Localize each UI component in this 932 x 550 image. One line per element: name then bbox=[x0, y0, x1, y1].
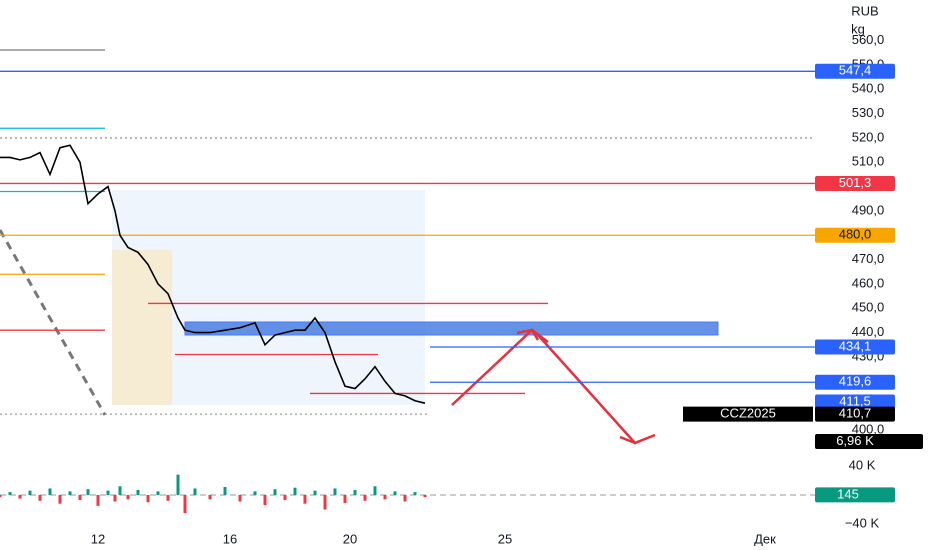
x-tick-label: 25 bbox=[498, 531, 512, 546]
y-tick-label: 460,0 bbox=[852, 275, 885, 290]
delta-bar bbox=[113, 495, 117, 502]
delta-bar bbox=[8, 492, 12, 495]
delta-bar bbox=[208, 495, 212, 500]
y-tick-label: 530,0 bbox=[852, 105, 885, 120]
arrow-head bbox=[619, 435, 636, 445]
symbol-label: CCZ2025 bbox=[720, 406, 776, 421]
price-badge bbox=[815, 339, 895, 355]
y2-tick-label: 40 K bbox=[849, 457, 876, 472]
x-tick-label: 12 bbox=[91, 531, 105, 546]
price-badge bbox=[815, 63, 895, 79]
y-tick-label: 450,0 bbox=[852, 300, 885, 315]
arrow-down bbox=[537, 334, 656, 445]
volume-profile bbox=[112, 250, 172, 405]
delta-bar bbox=[283, 495, 287, 501]
unit: kg bbox=[851, 21, 865, 36]
delta-bar bbox=[343, 495, 347, 503]
arrow-head bbox=[516, 328, 540, 341]
delta-bar bbox=[38, 495, 42, 501]
delta-bar bbox=[0, 495, 2, 498]
delta-badge bbox=[815, 487, 895, 503]
delta-bar bbox=[403, 495, 407, 502]
delta-bar bbox=[136, 489, 140, 495]
delta-bar bbox=[176, 474, 180, 495]
y2-tick-label: −40 K bbox=[845, 515, 880, 530]
delta-bar bbox=[86, 489, 90, 495]
delta-bar bbox=[78, 495, 82, 501]
price-badge-label: 547,4 bbox=[839, 63, 872, 78]
price-badge bbox=[815, 175, 895, 191]
price-badge bbox=[815, 406, 895, 422]
delta-bar bbox=[118, 486, 122, 495]
delta-bar bbox=[373, 486, 377, 495]
delta-bar bbox=[383, 495, 387, 500]
zone bbox=[184, 321, 719, 336]
delta-bar bbox=[413, 492, 417, 495]
price-line bbox=[0, 144, 426, 404]
y-tick-label: 510,0 bbox=[852, 154, 885, 169]
delta-bar bbox=[146, 495, 150, 503]
x-tick-label: 16 bbox=[223, 531, 237, 546]
delta-bar bbox=[126, 495, 130, 500]
delta-bar bbox=[28, 490, 32, 495]
y-tick-label: 440,0 bbox=[852, 324, 885, 339]
delta-bar bbox=[96, 495, 100, 506]
delta-bar bbox=[238, 495, 242, 502]
delta-bar bbox=[223, 487, 227, 495]
volume-badge bbox=[815, 434, 923, 449]
y-tick-label: 470,0 bbox=[852, 251, 885, 266]
delta-bar bbox=[106, 490, 110, 495]
delta-label: 145 bbox=[837, 486, 859, 501]
delta-bar bbox=[263, 495, 267, 506]
price-badge-label: 434,1 bbox=[839, 338, 872, 353]
delta-bar bbox=[18, 495, 22, 499]
y-tick-label: 520,0 bbox=[852, 129, 885, 144]
price-badge bbox=[815, 227, 895, 243]
price-badge bbox=[815, 394, 895, 410]
x-tick-label: 20 bbox=[343, 531, 357, 546]
delta-bar bbox=[423, 495, 427, 498]
delta-bar bbox=[353, 489, 357, 495]
price-badge bbox=[815, 374, 895, 390]
y-tick-label: 490,0 bbox=[852, 202, 885, 217]
price-badge-label: 419,6 bbox=[839, 374, 872, 389]
delta-bar bbox=[58, 495, 62, 504]
delta-bar bbox=[333, 488, 337, 495]
delta-bar bbox=[68, 491, 72, 495]
delta-bar bbox=[393, 491, 397, 495]
delta-bar bbox=[253, 491, 257, 495]
y-tick-label: 400,0 bbox=[852, 421, 885, 436]
volume-label: 6,96 K bbox=[836, 433, 874, 448]
delta-bar bbox=[293, 487, 297, 495]
delta-bar bbox=[363, 495, 367, 501]
price-badge-label: 410,7 bbox=[839, 406, 872, 421]
price-badge-label: 501,3 bbox=[839, 175, 872, 190]
y-tick-label: 540,0 bbox=[852, 81, 885, 96]
delta-bar bbox=[303, 495, 307, 504]
price-badge-label: 480,0 bbox=[839, 227, 872, 242]
symbol-badge bbox=[683, 406, 813, 422]
delta-bar bbox=[48, 488, 52, 495]
x-tick-label: Дек bbox=[754, 531, 776, 546]
delta-bar bbox=[156, 491, 160, 495]
delta-bar bbox=[313, 490, 317, 495]
price-badge-label: 411,5 bbox=[839, 393, 871, 408]
y-tick-label: 560,0 bbox=[852, 32, 885, 47]
delta-bar bbox=[166, 495, 170, 501]
currency: RUB bbox=[851, 3, 878, 18]
delta-bar bbox=[273, 489, 277, 495]
delta-bar bbox=[323, 495, 327, 510]
trend-line bbox=[0, 229, 107, 416]
delta-bar bbox=[193, 488, 197, 495]
delta-bar bbox=[183, 495, 187, 514]
